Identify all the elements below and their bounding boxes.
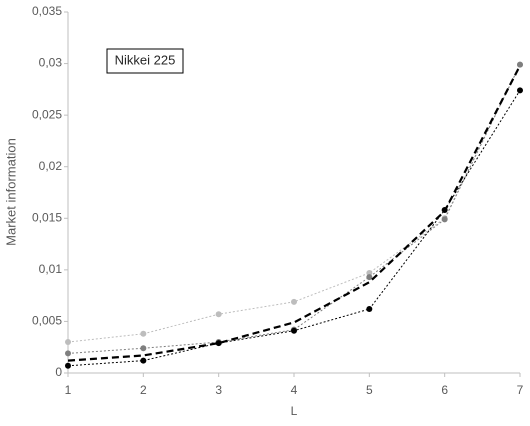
y-tick-label: 0,025 xyxy=(32,107,62,121)
x-tick-label: 1 xyxy=(65,383,72,397)
y-tick-label: 0,015 xyxy=(32,210,62,224)
point xyxy=(441,216,448,223)
series-line xyxy=(67,64,521,354)
series-line xyxy=(67,90,521,367)
point xyxy=(517,87,523,94)
annotation: Nikkei 225 xyxy=(115,52,176,67)
y-tick-label: 0 xyxy=(55,365,62,379)
point xyxy=(140,357,147,364)
x-tick-label: 5 xyxy=(366,383,373,397)
x-axis-label: L xyxy=(291,404,298,418)
point xyxy=(65,339,71,346)
point xyxy=(517,61,523,68)
y-tick-label: 0,035 xyxy=(32,4,62,18)
point xyxy=(366,269,373,276)
y-tick-label: 0,005 xyxy=(32,314,62,328)
series-line xyxy=(67,65,521,362)
x-tick-label: 2 xyxy=(140,383,147,397)
y-axis-label: Market information xyxy=(3,138,18,246)
y-tick-label: 0,03 xyxy=(39,56,63,70)
point xyxy=(140,345,147,352)
x-tick-label: 3 xyxy=(215,383,222,397)
x-tick-label: 7 xyxy=(517,383,524,397)
x-tick-label: 4 xyxy=(291,383,298,397)
y-tick-label: 0,01 xyxy=(39,262,63,276)
x-tick-label: 6 xyxy=(441,383,448,397)
point xyxy=(215,311,222,318)
point xyxy=(140,330,147,337)
y-tick-label: 0,02 xyxy=(39,159,63,173)
point xyxy=(65,362,71,369)
point xyxy=(366,274,373,281)
point xyxy=(65,350,71,357)
point xyxy=(291,327,297,334)
point xyxy=(215,340,222,347)
point xyxy=(291,298,297,305)
annotation-box xyxy=(106,48,184,74)
point xyxy=(366,306,373,313)
